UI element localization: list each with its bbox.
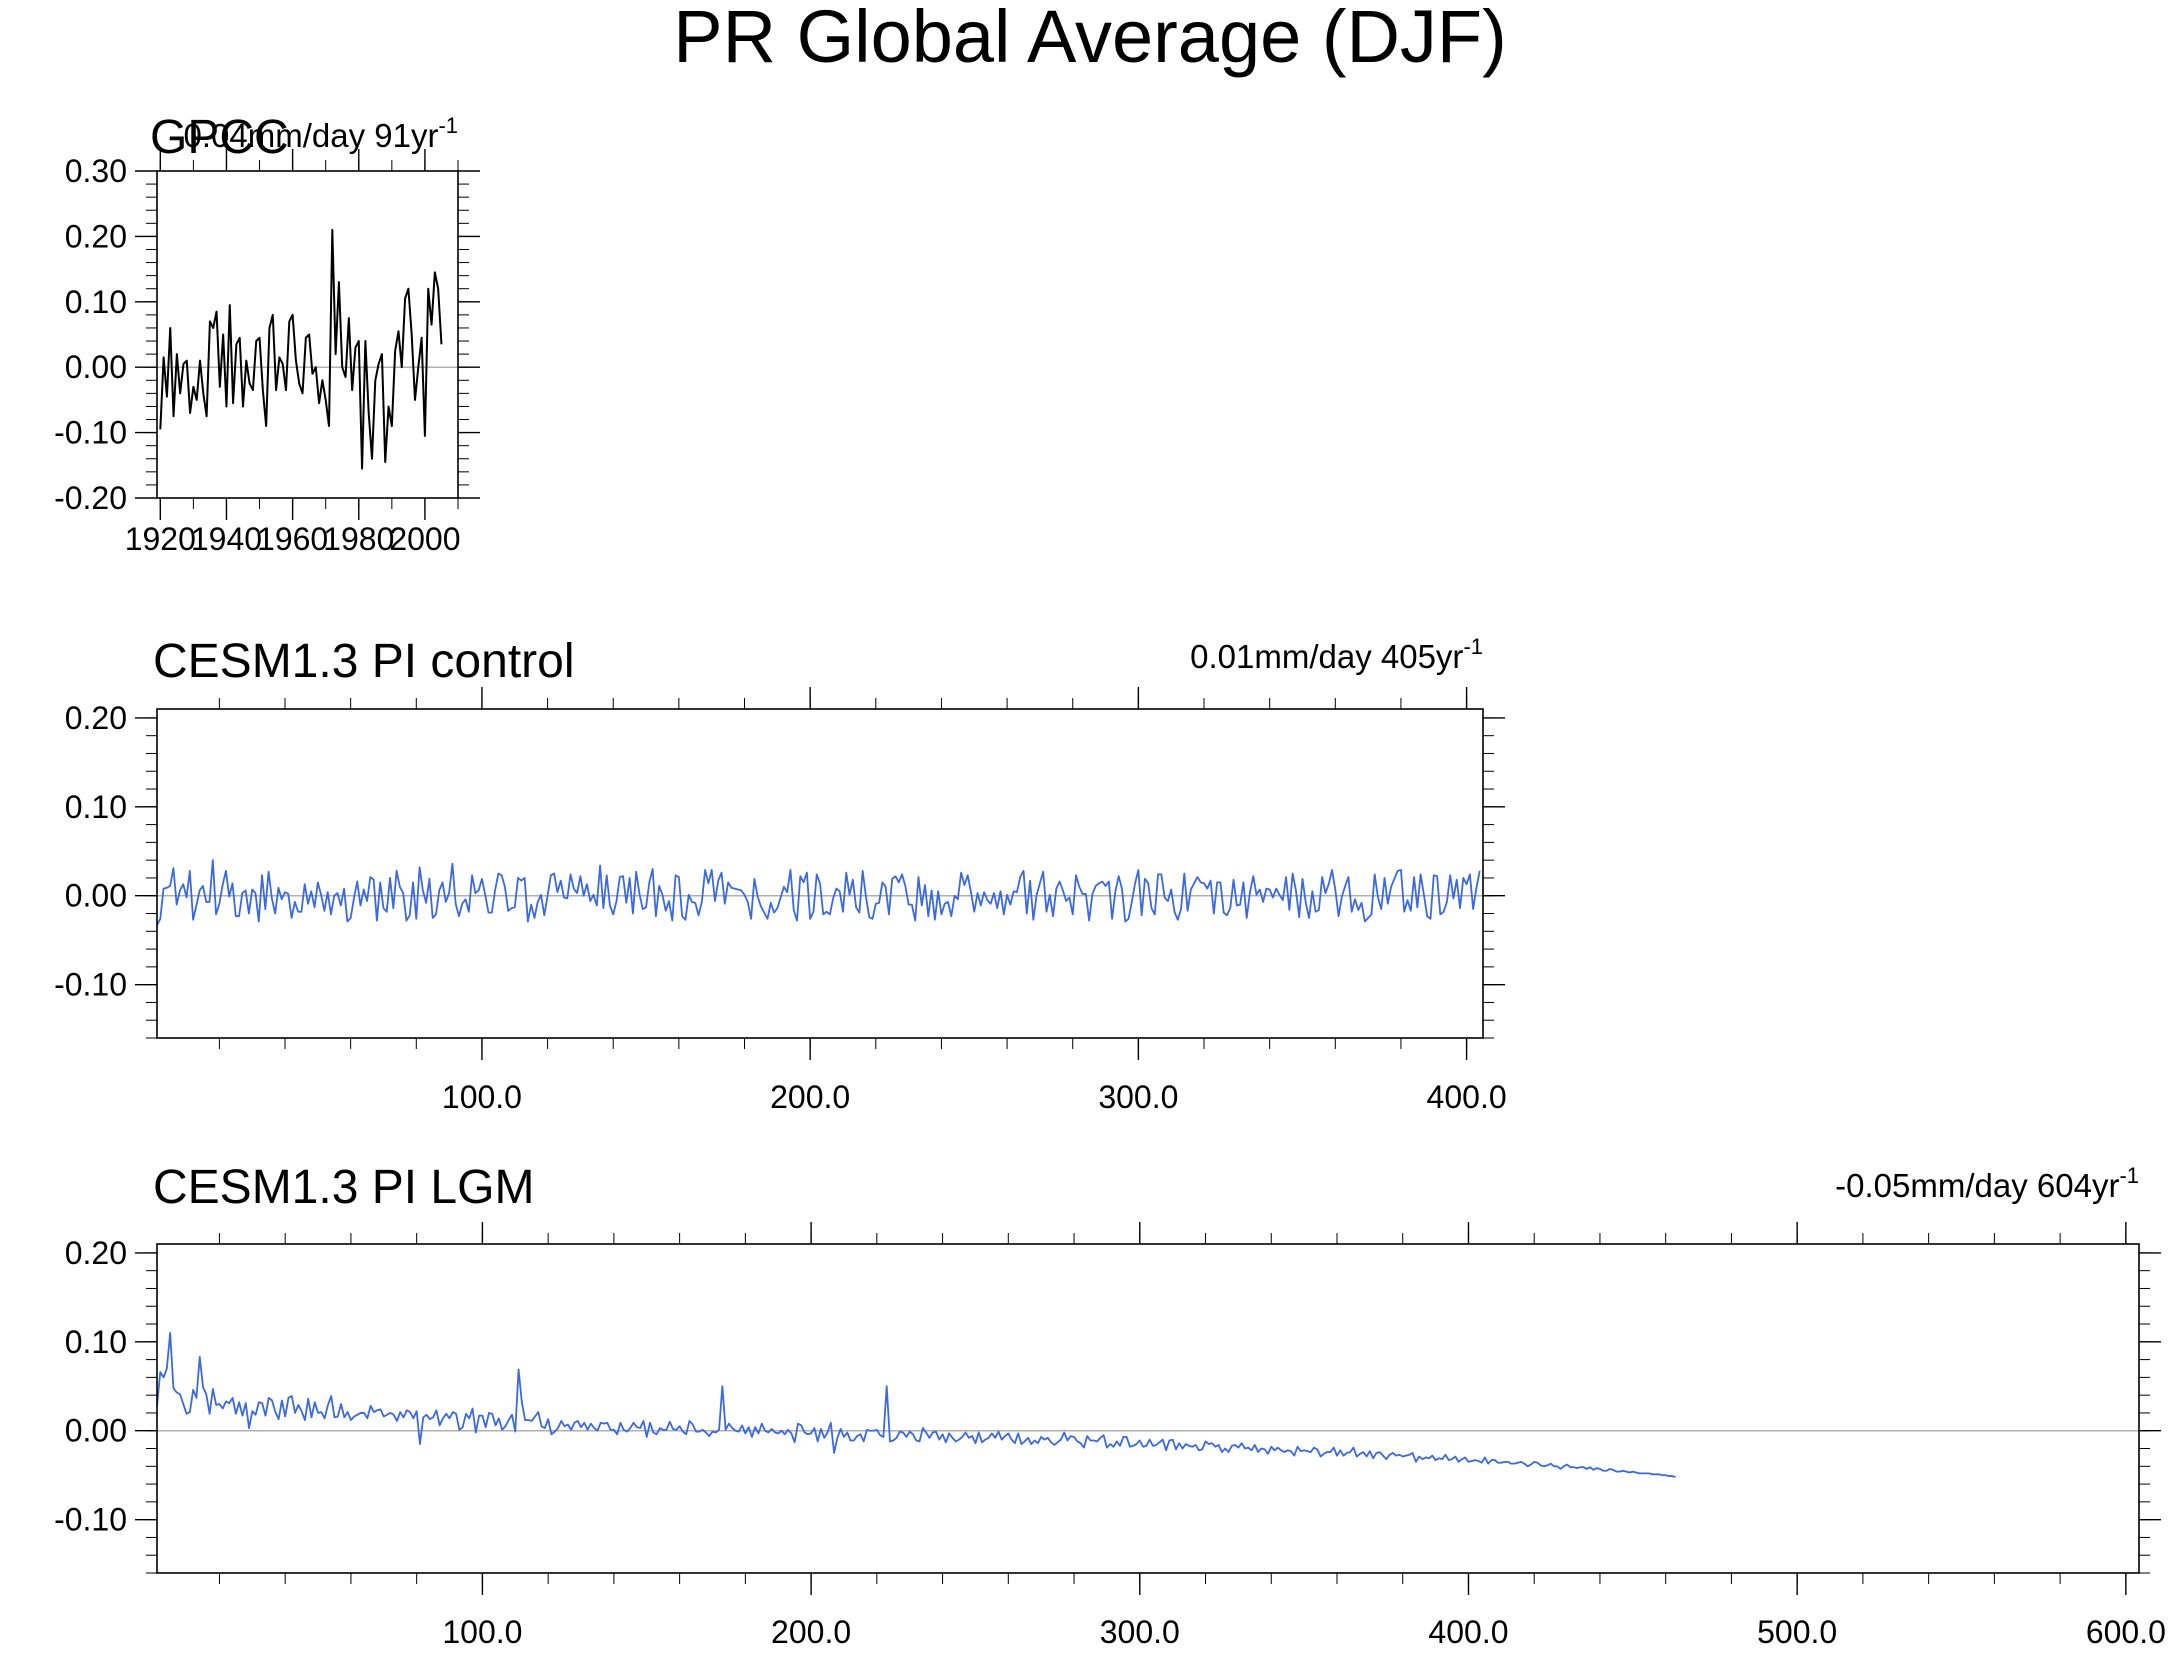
pi-control-trend-label: 0.01mm/day 405yr-1 (1190, 634, 1483, 675)
pi-control-series-line (156, 859, 1481, 926)
pi-lgm-xtick-label: 600.0 (2086, 1614, 2166, 1650)
pi-control-trend-exponent: -1 (1463, 634, 1483, 659)
pi-lgm-xtick-label: 200.0 (771, 1614, 851, 1650)
gpcc-ytick-label: -0.20 (54, 480, 127, 516)
pi-lgm-xtick-label: 500.0 (1757, 1614, 1837, 1650)
pi-control-xtick-label: 300.0 (1098, 1079, 1178, 1115)
gpcc-xtick-label: 1980 (323, 521, 394, 557)
pi-lgm-tick-labels: 0.20 0.10 0.00 -0.10 100.0 200.0 300.0 400.0 500… (54, 1235, 2166, 1650)
gpcc-plot-layer (157, 228, 458, 470)
pi-control-plot-layer (156, 859, 1483, 926)
pi-lgm-trend-exponent: -1 (2119, 1163, 2139, 1188)
pi-lgm-xtick-label: 300.0 (1100, 1614, 1180, 1650)
panel-pi-control: 0.20 0.10 0.00 -0.10 100.0 200.0 300.0 400.0 CE… (54, 634, 1507, 1115)
pi-control-ytick-label: 0.10 (65, 789, 127, 825)
pi-control-ytick-label: 0.00 (65, 878, 127, 914)
gpcc-ytick-label: 0.20 (65, 218, 127, 254)
pi-lgm-ytick-label: 0.10 (65, 1324, 127, 1360)
gpcc-ytick-label: 0.10 (65, 284, 127, 320)
pi-lgm-series-line (156, 1332, 1676, 1478)
pi-control-plot-frame (156, 708, 1484, 1039)
gpcc-trend-text: 0.04mm/day 91yr (183, 117, 438, 154)
gpcc-plot-frame (156, 170, 459, 499)
gpcc-xtick-label: 1960 (257, 521, 328, 557)
pi-control-xtick-label: 400.0 (1427, 1079, 1507, 1115)
gpcc-trend-exponent: -1 (438, 113, 458, 138)
pi-control-title: CESM1.3 PI control (153, 635, 575, 688)
pi-lgm-xtick-label: 100.0 (442, 1614, 522, 1650)
pi-control-trend-text: 0.01mm/day 405yr (1190, 638, 1463, 675)
pi-lgm-ytick-label: -0.10 (54, 1502, 127, 1538)
gpcc-title: GPCC (150, 111, 289, 164)
pi-lgm-plot-layer (156, 1332, 2139, 1478)
pi-lgm-ytick-label: 0.00 (65, 1413, 127, 1449)
gpcc-ytick-label: -0.10 (54, 415, 127, 451)
pi-control-ytick-label: 0.20 (65, 700, 127, 736)
gpcc-ytick-label: 0.30 (65, 153, 127, 189)
panel-gpcc: 0.30 0.20 0.10 0.00 -0.10 -0.20 19201940196019… (54, 111, 480, 557)
gpcc-xtick-label: 1940 (191, 521, 262, 557)
pi-lgm-axes (135, 1222, 2161, 1595)
pi-lgm-plot-frame (156, 1243, 2140, 1574)
pi-control-tick-labels: 0.20 0.10 0.00 -0.10 100.0 200.0 300.0 400.0 (54, 700, 1507, 1115)
pi-lgm-trend-label: -0.05mm/day 604yr-1 (1835, 1163, 2139, 1204)
panel-pi-lgm: 0.20 0.10 0.00 -0.10 100.0 200.0 300.0 400.0 500… (54, 1161, 2166, 1650)
gpcc-axes (135, 149, 480, 520)
main-title: PR Global Average (DJF) (673, 0, 1507, 78)
pi-lgm-xtick-label: 400.0 (1428, 1614, 1508, 1650)
pi-lgm-ytick-label: 0.20 (65, 1235, 127, 1271)
pi-control-xtick-label: 100.0 (442, 1079, 522, 1115)
pi-control-axes (135, 687, 1505, 1060)
pi-control-ytick-label: -0.10 (54, 967, 127, 1003)
pi-lgm-trend-text: -0.05mm/day 604yr (1835, 1167, 2119, 1204)
pi-control-xtick-label: 200.0 (770, 1079, 850, 1115)
pi-lgm-title: CESM1.3 PI LGM (153, 1161, 534, 1214)
gpcc-series-line (159, 228, 443, 470)
gpcc-tick-labels: 0.30 0.20 0.10 0.00 -0.10 -0.20 19201940196019… (54, 153, 460, 557)
gpcc-trend-label: 0.04mm/day 91yr-1 (183, 113, 458, 154)
gpcc-xtick-label: 2000 (389, 521, 460, 557)
gpcc-ytick-label: 0.00 (65, 349, 127, 385)
gpcc-xtick-label: 1920 (125, 521, 196, 557)
